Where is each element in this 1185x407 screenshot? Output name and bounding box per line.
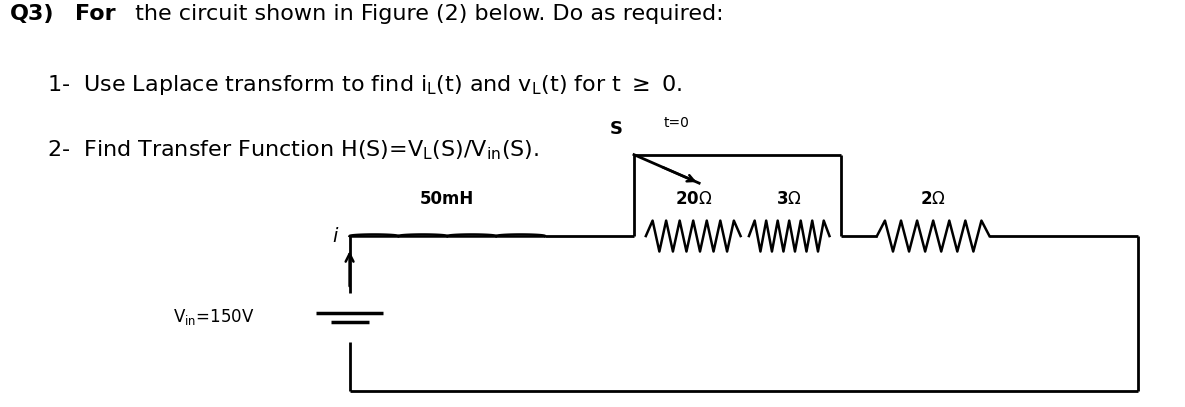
Text: Q3): Q3): [9, 4, 55, 24]
Text: 20$\Omega$: 20$\Omega$: [674, 190, 712, 208]
Text: 50mH: 50mH: [421, 190, 474, 208]
Text: 2-  Find Transfer Function H(S)=V$_\mathrm{L}$(S)/V$_\mathrm{in}$(S).: 2- Find Transfer Function H(S)=V$_\mathr…: [47, 138, 539, 162]
Text: $i$: $i$: [332, 227, 339, 246]
Text: For: For: [75, 4, 115, 24]
Text: 2$\Omega$: 2$\Omega$: [921, 190, 946, 208]
Text: 1-  Use Laplace transform to find i$_\mathrm{L}$(t) and v$_\mathrm{L}$(t) for t : 1- Use Laplace transform to find i$_\mat…: [47, 73, 683, 97]
Text: t=0: t=0: [664, 116, 690, 130]
Text: V$_\mathrm{in}$=150V: V$_\mathrm{in}$=150V: [173, 307, 255, 328]
Text: S: S: [610, 120, 622, 138]
Text: the circuit shown in Figure (2) below. Do as required:: the circuit shown in Figure (2) below. D…: [128, 4, 724, 24]
Text: 3$\Omega$: 3$\Omega$: [776, 190, 802, 208]
